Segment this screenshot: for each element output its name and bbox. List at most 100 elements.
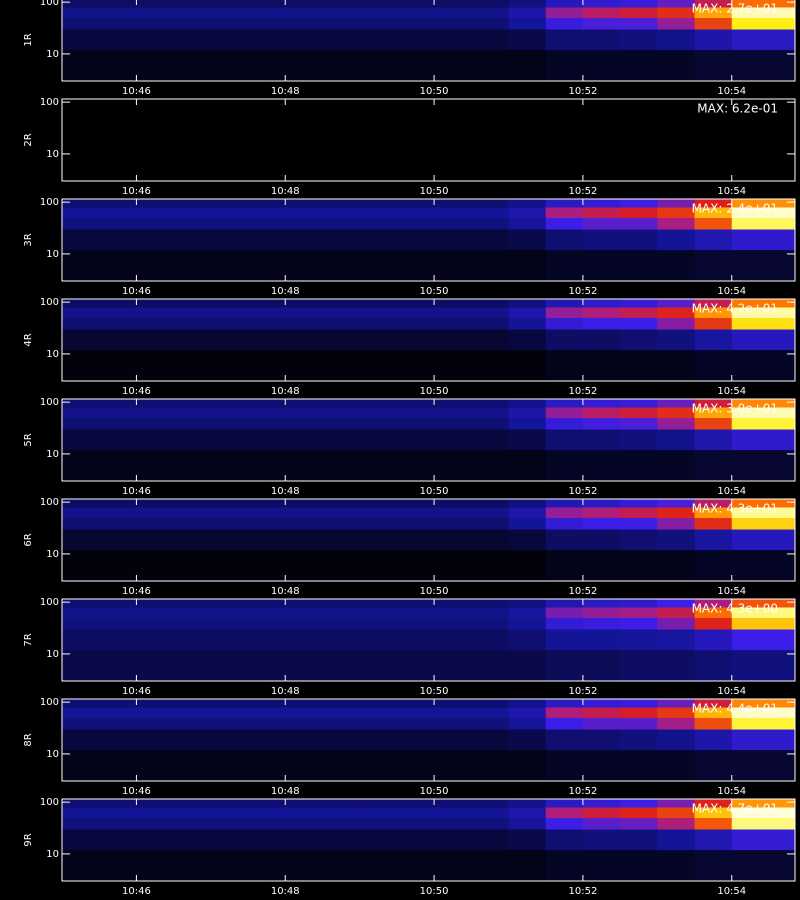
heat-cell xyxy=(620,649,658,682)
heat-cell xyxy=(508,417,547,430)
heat-cell xyxy=(62,129,212,151)
heat-cell xyxy=(359,617,509,630)
heat-cell xyxy=(210,7,360,19)
heat-cell xyxy=(508,799,547,808)
x-tick-label: 10:54 xyxy=(717,786,746,797)
heat-cell xyxy=(582,349,621,382)
heat-cell xyxy=(620,849,658,882)
heat-cell xyxy=(62,117,212,130)
heat-cell xyxy=(545,249,584,282)
heat-cell xyxy=(582,849,621,882)
x-tick-label: 10:48 xyxy=(271,786,300,797)
x-tick-label: 10:48 xyxy=(271,886,300,897)
heat-cell xyxy=(620,349,658,382)
plot-frame xyxy=(61,698,796,782)
heat-cell xyxy=(582,329,621,351)
heat-cell xyxy=(731,617,796,630)
heat-cell xyxy=(620,399,658,408)
heat-cell xyxy=(210,329,360,351)
heat-cell xyxy=(694,129,733,151)
heat-cell xyxy=(694,249,733,282)
heat-cell xyxy=(657,549,695,582)
heat-cell xyxy=(508,199,547,208)
heat-cell xyxy=(545,317,584,330)
heat-cell xyxy=(545,329,584,351)
heat-cell xyxy=(508,849,547,882)
heat-cell xyxy=(657,417,695,430)
heat-cell xyxy=(582,417,621,430)
heat-cell xyxy=(694,217,733,230)
heat-cell xyxy=(359,729,509,751)
heat-cell xyxy=(210,417,360,430)
heat-cell xyxy=(545,407,584,419)
heat-cell xyxy=(694,407,733,419)
heat-cell xyxy=(620,107,658,119)
heat-cell xyxy=(731,849,796,882)
heat-cell xyxy=(582,817,621,830)
heat-cell xyxy=(694,29,733,51)
heat-cell xyxy=(620,499,658,508)
heat-cell xyxy=(582,17,621,30)
heat-cell xyxy=(657,599,695,608)
heat-cell xyxy=(210,117,360,130)
heat-cell xyxy=(694,499,733,508)
heat-cell xyxy=(210,717,360,730)
heat-cell xyxy=(508,829,547,851)
heat-cell xyxy=(694,49,733,82)
heat-cell xyxy=(694,817,733,830)
heat-cell xyxy=(731,199,796,208)
x-tick-label: 10:50 xyxy=(420,186,449,197)
heat-cell xyxy=(210,507,360,519)
x-tick-label: 10:54 xyxy=(717,286,746,297)
heat-cell xyxy=(694,299,733,308)
heat-cell xyxy=(620,7,658,19)
heat-cell xyxy=(359,329,509,351)
heat-cell xyxy=(731,729,796,751)
heat-cell xyxy=(694,507,733,519)
heat-cell xyxy=(657,17,695,30)
heat-cell xyxy=(657,207,695,219)
heat-cell xyxy=(210,817,360,830)
heat-cell xyxy=(508,517,547,530)
heat-cell xyxy=(582,499,621,508)
heat-cell xyxy=(508,599,547,608)
max-annotation: MAX: 4.2e+01 xyxy=(692,302,778,316)
x-tick-label: 10:52 xyxy=(568,86,597,97)
heat-cell xyxy=(731,107,796,119)
max-annotation: MAX: 6.2e-01 xyxy=(697,102,778,116)
heat-cell xyxy=(508,99,547,108)
heat-cell xyxy=(731,0,796,8)
heat-cell xyxy=(657,299,695,308)
heat-cell xyxy=(657,249,695,282)
heat-cell xyxy=(545,99,584,108)
heat-cell xyxy=(508,207,547,219)
heat-cell xyxy=(508,717,547,730)
heat-cell xyxy=(694,849,733,882)
x-tick-label: 10:54 xyxy=(717,186,746,197)
heat-cell xyxy=(620,417,658,430)
heat-cell xyxy=(508,629,547,651)
heat-cell xyxy=(359,629,509,651)
heat-cell xyxy=(582,617,621,630)
x-tick-label: 10:48 xyxy=(271,386,300,397)
heat-cell xyxy=(657,629,695,651)
heat-cell xyxy=(508,649,547,682)
x-tick-label: 10:50 xyxy=(420,486,449,497)
heat-cell xyxy=(731,407,796,419)
heat-cell xyxy=(694,7,733,19)
heat-cell xyxy=(657,107,695,119)
x-tick-label: 10:48 xyxy=(271,586,300,597)
panel: 10:46 10:48 10:50 10:52 10:54 10 100 5R MAX: 3.0… xyxy=(23,397,796,497)
heat-cell xyxy=(657,129,695,151)
heat-cell xyxy=(620,729,658,751)
heat-cell xyxy=(620,429,658,451)
heat-cell xyxy=(545,429,584,451)
heat-cell xyxy=(582,549,621,582)
heat-cell xyxy=(657,0,695,8)
heat-cell xyxy=(731,29,796,51)
heat-cell xyxy=(62,29,212,51)
x-tick-label: 10:48 xyxy=(271,86,300,97)
heat-cell xyxy=(731,349,796,382)
heat-cell xyxy=(731,129,796,151)
